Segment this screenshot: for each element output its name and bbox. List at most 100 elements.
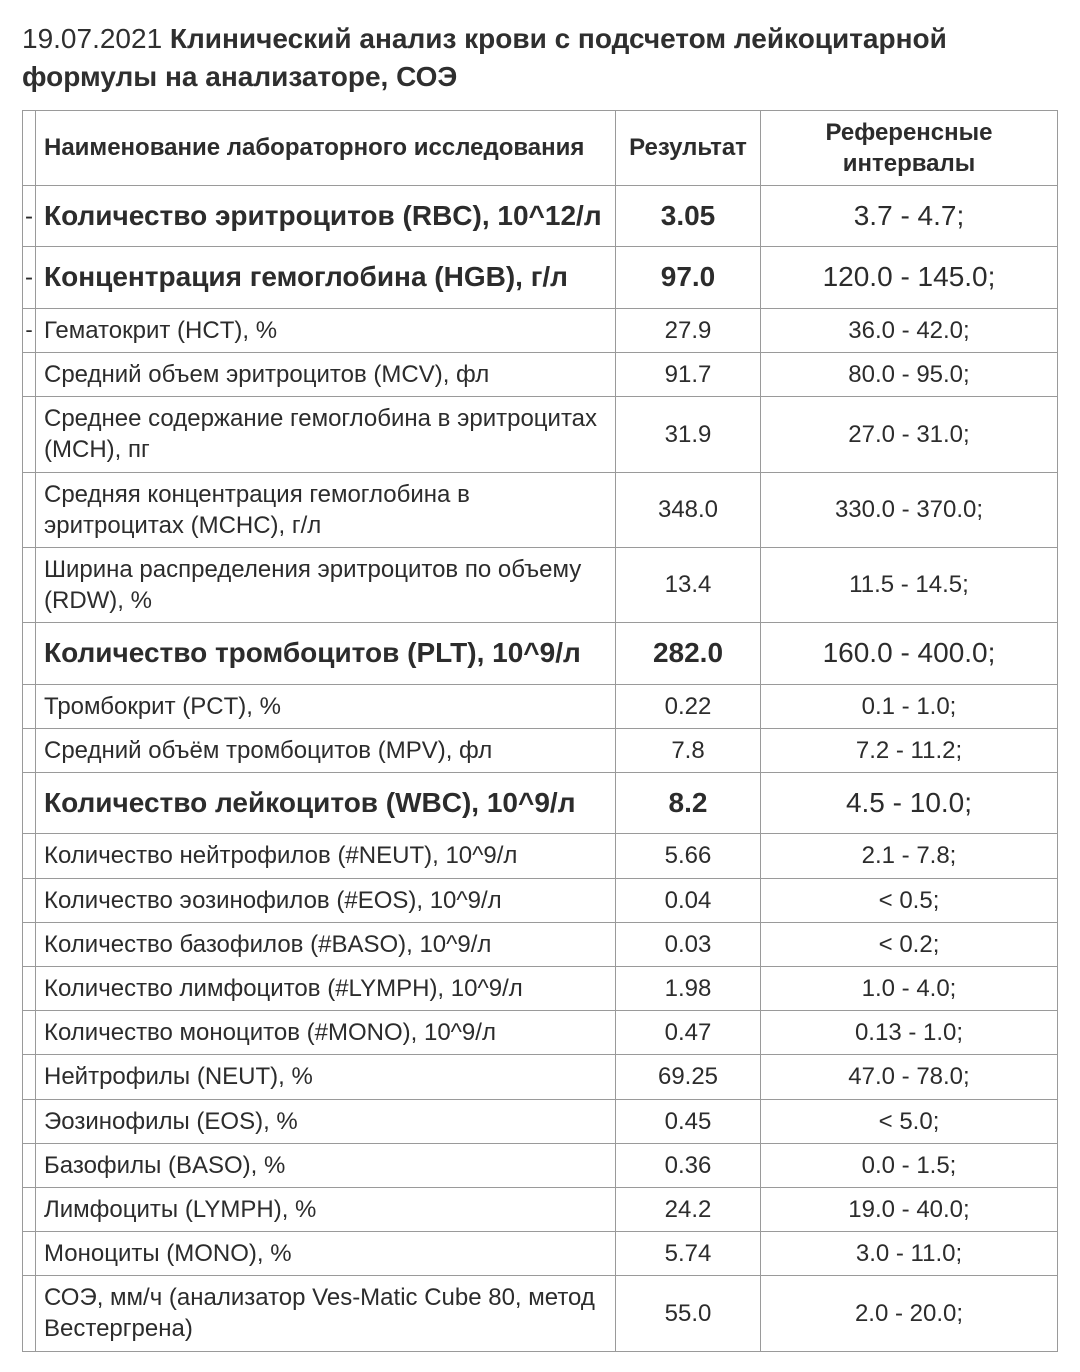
row-tag: [23, 1232, 36, 1276]
row-ref: 330.0 - 370.0;: [761, 472, 1058, 547]
table-row: Средний объем эритроцитов (MCV), фл91.78…: [23, 352, 1058, 396]
row-name: Количество лейкоцитов (WBC), 10^9/л: [36, 773, 616, 834]
row-ref: 2.1 - 7.8;: [761, 834, 1058, 878]
row-tag: [23, 1099, 36, 1143]
table-row: Среднее содержание гемоглобина в эритроц…: [23, 397, 1058, 472]
table-header-row: Наименование лабораторного исследования …: [23, 110, 1058, 185]
row-tag: [23, 684, 36, 728]
report-date: 19.07.2021: [22, 23, 162, 54]
row-tag: [23, 472, 36, 547]
col-result: Результат: [616, 110, 761, 185]
row-name: Количество тромбоцитов (PLT), 10^9/л: [36, 623, 616, 684]
row-name: Количество моноцитов (#MONO), 10^9/л: [36, 1011, 616, 1055]
table-row: СОЭ, мм/ч (анализатор Ves-Matic Cube 80,…: [23, 1276, 1058, 1351]
col-tag: [23, 110, 36, 185]
row-ref: 1.0 - 4.0;: [761, 966, 1058, 1010]
row-name: Количество эозинофилов (#EOS), 10^9/л: [36, 878, 616, 922]
row-result: 0.03: [616, 922, 761, 966]
table-row: Количество тромбоцитов (PLT), 10^9/л282.…: [23, 623, 1058, 684]
row-result: 0.47: [616, 1011, 761, 1055]
row-name: СОЭ, мм/ч (анализатор Ves-Matic Cube 80,…: [36, 1276, 616, 1351]
row-ref: 0.0 - 1.5;: [761, 1143, 1058, 1187]
row-ref: 3.0 - 11.0;: [761, 1232, 1058, 1276]
row-ref: 120.0 - 145.0;: [761, 247, 1058, 308]
col-name: Наименование лабораторного исследования: [36, 110, 616, 185]
table-row: Количество лимфоцитов (#LYMPH), 10^9/л1.…: [23, 966, 1058, 1010]
table-row: -Концентрация гемоглобина (HGB), г/л97.0…: [23, 247, 1058, 308]
row-result: 5.66: [616, 834, 761, 878]
row-tag: [23, 1143, 36, 1187]
row-ref: 11.5 - 14.5;: [761, 547, 1058, 622]
row-name: Средний объём тромбоцитов (MPV), фл: [36, 728, 616, 772]
row-name: Ширина распределения эритроцитов по объе…: [36, 547, 616, 622]
row-name: Моноциты (MONO), %: [36, 1232, 616, 1276]
row-ref: 27.0 - 31.0;: [761, 397, 1058, 472]
table-row: Количество моноцитов (#MONO), 10^9/л0.47…: [23, 1011, 1058, 1055]
row-name: Среднее содержание гемоглобина в эритроц…: [36, 397, 616, 472]
row-result: 0.36: [616, 1143, 761, 1187]
table-row: Количество лейкоцитов (WBC), 10^9/л8.24.…: [23, 773, 1058, 834]
table-row: Эозинофилы (EOS), %0.45< 5.0;: [23, 1099, 1058, 1143]
row-ref: < 0.5;: [761, 878, 1058, 922]
table-row: Количество эозинофилов (#EOS), 10^9/л0.0…: [23, 878, 1058, 922]
row-ref: 2.0 - 20.0;: [761, 1276, 1058, 1351]
row-tag: -: [23, 308, 36, 352]
row-result: 3.05: [616, 185, 761, 246]
table-row: Количество нейтрофилов (#NEUT), 10^9/л5.…: [23, 834, 1058, 878]
row-name: Концентрация гемоглобина (HGB), г/л: [36, 247, 616, 308]
row-result: 8.2: [616, 773, 761, 834]
row-tag: [23, 922, 36, 966]
row-result: 0.04: [616, 878, 761, 922]
table-row: Средний объём тромбоцитов (MPV), фл7.87.…: [23, 728, 1058, 772]
row-ref: 47.0 - 78.0;: [761, 1055, 1058, 1099]
row-result: 0.22: [616, 684, 761, 728]
row-tag: [23, 728, 36, 772]
row-result: 97.0: [616, 247, 761, 308]
table-row: Тромбокрит (PCT), %0.220.1 - 1.0;: [23, 684, 1058, 728]
row-tag: [23, 966, 36, 1010]
row-ref: 4.5 - 10.0;: [761, 773, 1058, 834]
row-ref: 7.2 - 11.2;: [761, 728, 1058, 772]
row-result: 27.9: [616, 308, 761, 352]
row-tag: -: [23, 247, 36, 308]
row-name: Количество нейтрофилов (#NEUT), 10^9/л: [36, 834, 616, 878]
row-result: 55.0: [616, 1276, 761, 1351]
row-name: Тромбокрит (PCT), %: [36, 684, 616, 728]
row-result: 5.74: [616, 1232, 761, 1276]
row-ref: 36.0 - 42.0;: [761, 308, 1058, 352]
row-tag: [23, 623, 36, 684]
row-result: 7.8: [616, 728, 761, 772]
row-tag: -: [23, 185, 36, 246]
row-name: Количество лимфоцитов (#LYMPH), 10^9/л: [36, 966, 616, 1010]
table-row: Нейтрофилы (NEUT), %69.2547.0 - 78.0;: [23, 1055, 1058, 1099]
row-ref: < 5.0;: [761, 1099, 1058, 1143]
row-name: Количество базофилов (#BASO), 10^9/л: [36, 922, 616, 966]
row-result: 0.45: [616, 1099, 761, 1143]
row-name: Эозинофилы (EOS), %: [36, 1099, 616, 1143]
row-tag: [23, 547, 36, 622]
row-ref: 0.13 - 1.0;: [761, 1011, 1058, 1055]
row-ref: 0.1 - 1.0;: [761, 684, 1058, 728]
row-result: 282.0: [616, 623, 761, 684]
table-row: Базофилы (BASO), %0.360.0 - 1.5;: [23, 1143, 1058, 1187]
row-name: Базофилы (BASO), %: [36, 1143, 616, 1187]
row-tag: [23, 834, 36, 878]
row-tag: [23, 397, 36, 472]
report-header: 19.07.2021 Клинический анализ крови с по…: [22, 20, 1058, 96]
row-tag: [23, 1276, 36, 1351]
row-tag: [23, 878, 36, 922]
table-row: Моноциты (MONO), %5.743.0 - 11.0;: [23, 1232, 1058, 1276]
row-name: Гематокрит (HCT), %: [36, 308, 616, 352]
row-tag: [23, 1055, 36, 1099]
row-result: 69.25: [616, 1055, 761, 1099]
row-result: 91.7: [616, 352, 761, 396]
row-result: 13.4: [616, 547, 761, 622]
row-name: Средняя концентрация гемоглобина в эритр…: [36, 472, 616, 547]
row-tag: [23, 773, 36, 834]
table-row: Количество базофилов (#BASO), 10^9/л0.03…: [23, 922, 1058, 966]
table-row: Ширина распределения эритроцитов по объе…: [23, 547, 1058, 622]
row-ref: 160.0 - 400.0;: [761, 623, 1058, 684]
row-result: 1.98: [616, 966, 761, 1010]
row-name: Средний объем эритроцитов (MCV), фл: [36, 352, 616, 396]
row-name: Количество эритроцитов (RBC), 10^12/л: [36, 185, 616, 246]
